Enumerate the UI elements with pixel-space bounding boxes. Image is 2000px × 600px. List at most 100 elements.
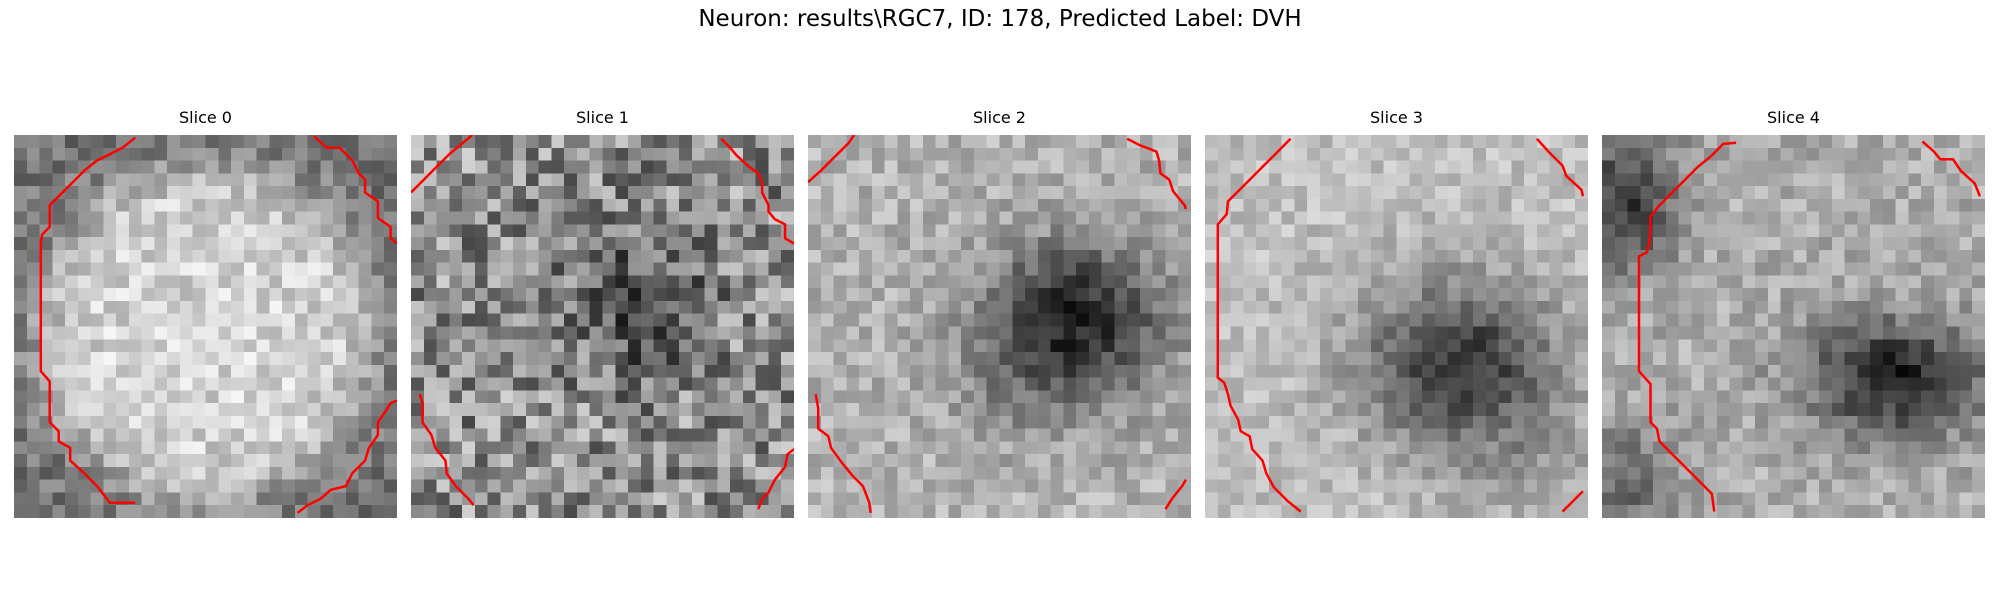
pixel [77, 377, 92, 391]
pixel [192, 454, 206, 468]
pixel [1127, 441, 1141, 455]
pixel [487, 479, 501, 493]
pixel [986, 224, 1000, 238]
pixel [1307, 249, 1321, 264]
pixel [742, 288, 757, 302]
pixel [1256, 492, 1270, 506]
pixel [1780, 339, 1794, 353]
contour-line-2 [296, 399, 397, 514]
pixel [1114, 135, 1128, 149]
pixel [922, 492, 937, 506]
pixel [602, 300, 616, 315]
pixel [1857, 352, 1871, 366]
pixel [474, 415, 489, 430]
pixel [192, 441, 206, 455]
pixel [167, 288, 181, 302]
pixel [14, 364, 28, 379]
pixel [820, 390, 835, 404]
pixel [192, 326, 206, 340]
pixel [615, 160, 629, 174]
pixel [282, 352, 296, 366]
pixel [1959, 339, 1973, 353]
pixel [1806, 428, 1820, 442]
pixel [282, 326, 296, 340]
pixel [1152, 275, 1166, 289]
pixel [653, 415, 667, 430]
pixel [1806, 262, 1820, 276]
pixel [371, 339, 385, 353]
pixel [846, 352, 860, 366]
pixel [256, 262, 270, 276]
pixel [576, 237, 591, 251]
pixel [1742, 505, 1756, 518]
pixel [781, 313, 794, 327]
pixel [538, 288, 552, 302]
pixel [1012, 492, 1026, 506]
pixel [487, 135, 501, 149]
pixel [973, 288, 988, 302]
pixel [154, 300, 168, 315]
pixel [77, 173, 92, 187]
pixel [1921, 249, 1935, 264]
pixel [1959, 275, 1973, 289]
pixel [1908, 364, 1922, 379]
pixel [871, 211, 886, 225]
pixel [1498, 198, 1512, 213]
pixel [1793, 390, 1807, 404]
pixel [1037, 173, 1052, 187]
pixel [1946, 364, 1960, 379]
pixel [935, 390, 949, 404]
pixel [411, 262, 425, 276]
pixel [973, 390, 988, 404]
pixel [768, 352, 782, 366]
pixel [1831, 339, 1846, 353]
pixel [1012, 428, 1026, 442]
pixel [154, 466, 168, 481]
pixel [1370, 211, 1385, 225]
pixel [1908, 135, 1922, 149]
pixel [1857, 454, 1871, 468]
pixel [513, 313, 527, 327]
pixel [1498, 390, 1512, 404]
pixel [256, 352, 270, 366]
pixel [371, 364, 385, 379]
pixel [615, 492, 629, 506]
pixel [679, 275, 693, 289]
pixel [423, 390, 438, 404]
pixel [243, 186, 258, 200]
pixel [615, 377, 629, 391]
pixel [1358, 275, 1372, 289]
pixel [462, 262, 476, 276]
pixel [948, 505, 962, 518]
pixel [1101, 428, 1115, 442]
pixel [103, 275, 117, 289]
pixel [742, 479, 757, 493]
pixel [1063, 160, 1077, 174]
pixel [256, 390, 270, 404]
pixel [1767, 364, 1782, 379]
pixel [1627, 313, 1641, 327]
pixel [1562, 211, 1576, 225]
pixel [1780, 249, 1794, 264]
pixel [423, 326, 438, 340]
pixel [462, 390, 476, 404]
pixel [1831, 275, 1846, 289]
pixel [1139, 288, 1154, 302]
pixel [1243, 479, 1257, 493]
pixel [1345, 428, 1359, 442]
pixel [986, 211, 1000, 225]
pixel [1485, 186, 1500, 200]
pixel [1256, 211, 1270, 225]
pixel [525, 147, 540, 162]
pixel [449, 160, 463, 174]
pixel [1549, 237, 1563, 251]
pixel [589, 415, 603, 430]
pixel [1627, 160, 1641, 174]
pixel [833, 466, 847, 481]
pixel [922, 403, 937, 417]
pixel [1485, 262, 1500, 276]
pixel [154, 479, 168, 493]
pixel [1243, 237, 1257, 251]
pixel [884, 479, 898, 493]
pixel-grid [14, 135, 397, 518]
